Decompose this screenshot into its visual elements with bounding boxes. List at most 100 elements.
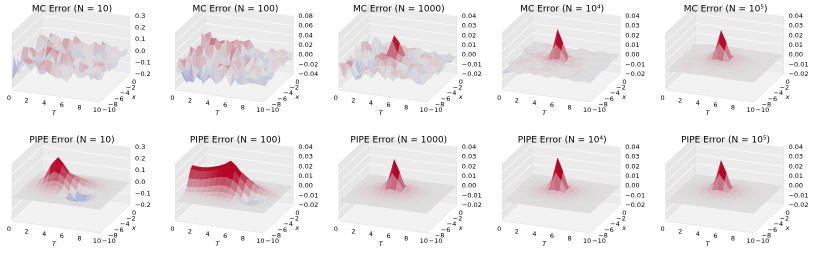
- surface-patch: [113, 189, 121, 193]
- surface-patch: [737, 72, 745, 75]
- x-tick-label: −10: [265, 106, 279, 114]
- surface-patch: [83, 182, 92, 189]
- surface-patch: [526, 188, 534, 191]
- surface-patch: [581, 71, 589, 76]
- surface-patch: [35, 59, 44, 68]
- t-tick-label: 4: [369, 99, 373, 107]
- surface-patch: [542, 66, 551, 68]
- surface-patch: [271, 191, 279, 195]
- surface-patch: [750, 66, 758, 69]
- surface-patch: [366, 58, 374, 70]
- surface-patch: [570, 186, 578, 190]
- surface-patch: [90, 204, 99, 208]
- surface-patch: [724, 65, 732, 69]
- surface-patch: [557, 69, 565, 73]
- surface-patch: [382, 198, 391, 202]
- surface-patch: [382, 64, 391, 78]
- surface-patch: [408, 190, 417, 194]
- grid-line: [11, 146, 131, 175]
- x-tick-label: −2: [616, 84, 626, 92]
- panel: 0.040.030.020.010.00−0.01−0.020 2 4 6 8 10T −1…: [497, 134, 645, 248]
- surface-patch: [260, 184, 268, 187]
- surface-patch: [32, 194, 40, 197]
- surface-patch: [720, 70, 729, 73]
- surface-patch: [107, 57, 116, 64]
- t-tick-label: 8: [568, 104, 572, 112]
- surface-patch: [122, 181, 130, 184]
- z-tick-label: 0.04: [789, 143, 803, 151]
- surface-patch: [206, 166, 215, 172]
- surface-patch: [746, 182, 755, 186]
- surface-patch: [744, 184, 753, 187]
- surface-patch: [571, 205, 580, 208]
- surface-patch: [524, 57, 532, 63]
- surface-patch: [194, 170, 202, 180]
- surface-patch: [733, 75, 741, 79]
- surface-patch: [382, 73, 391, 81]
- t-tick-label: 6: [223, 232, 227, 240]
- surface-patch: [372, 190, 380, 193]
- surface-patch: [28, 198, 36, 201]
- x-tick-label: −6: [114, 226, 124, 234]
- surface-patch: [375, 182, 384, 184]
- surface-patch: [425, 201, 433, 205]
- surface-patch: [282, 188, 290, 191]
- surface-patch: [102, 200, 110, 203]
- surface-patch: [750, 59, 758, 63]
- surface-patch: [539, 54, 547, 59]
- z-tick-label: −0.01: [462, 191, 482, 199]
- grid-line: [501, 32, 621, 62]
- surface-patch: [733, 192, 742, 197]
- surface-patch: [527, 199, 536, 202]
- surface-patch: [34, 198, 42, 202]
- surface-patch: [284, 186, 292, 190]
- surface-patch: [195, 187, 204, 193]
- surface-patch: [526, 201, 534, 204]
- surface-patch: [425, 183, 433, 186]
- surface-patch: [717, 173, 725, 192]
- surface-patch: [416, 190, 424, 194]
- surface-patch: [592, 186, 600, 189]
- surface-patch: [551, 68, 560, 73]
- surface-patch: [568, 208, 576, 212]
- surface-patch: [684, 182, 692, 185]
- surface-patch: [671, 200, 679, 204]
- surface-patch: [21, 193, 29, 196]
- surface-patch: [219, 205, 227, 209]
- surface-patch: [531, 201, 539, 205]
- surface-patch: [377, 39, 386, 54]
- surface-patch: [70, 200, 79, 203]
- surface-patch: [765, 183, 773, 186]
- surface-patch: [599, 191, 608, 194]
- surface-patch: [67, 68, 75, 83]
- surface-patch: [38, 175, 46, 183]
- t-tick-label: 6: [60, 232, 64, 240]
- surface-patch: [381, 177, 389, 180]
- surface-patch: [216, 168, 224, 178]
- surface-patch: [348, 197, 356, 200]
- z-tick-label: −0.01: [789, 60, 809, 68]
- surface-patch: [599, 60, 608, 63]
- grid-line: [175, 32, 294, 62]
- surface-patch: [418, 189, 426, 193]
- surface-patch: [579, 66, 587, 69]
- surface-patch: [586, 79, 594, 81]
- surface-patch: [575, 194, 584, 198]
- surface-patch: [601, 57, 610, 62]
- surface-patch: [584, 80, 593, 84]
- surface-patch: [528, 54, 536, 59]
- surface-patch: [236, 185, 244, 199]
- t-tick-label: 8: [241, 235, 245, 243]
- x-tick-label: −6: [604, 95, 614, 103]
- t-axis-label: T: [706, 109, 711, 117]
- surface-patch: [687, 53, 696, 57]
- surface-patch: [30, 60, 38, 66]
- surface-patch: [548, 172, 556, 191]
- surface-patch: [425, 67, 433, 77]
- surface-patch: [761, 186, 769, 190]
- surface-patch: [96, 180, 105, 184]
- surface-patch: [535, 185, 543, 187]
- surface-patch: [47, 189, 55, 194]
- surface-patch: [579, 180, 588, 183]
- surface-patch: [612, 53, 621, 57]
